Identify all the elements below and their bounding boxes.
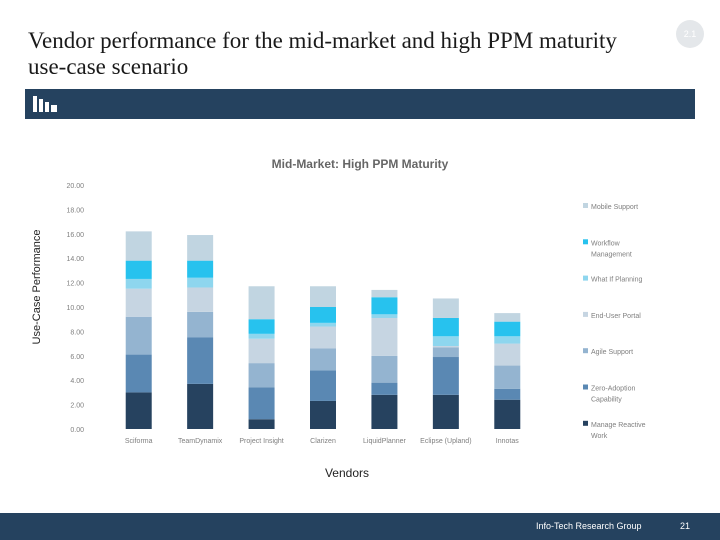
- bar-segment: [125, 260, 152, 279]
- x-tick-label: Clarizen: [310, 438, 336, 445]
- legend-swatch: [583, 239, 588, 245]
- bar-segment: [248, 286, 275, 320]
- chart-legend: Mobile Support Workflow Management What If …: [583, 203, 646, 440]
- y-tick-label: 6.00: [70, 354, 84, 361]
- bar-segment: [310, 370, 336, 401]
- bar-segment: [432, 347, 459, 358]
- bar-segment: [310, 326, 336, 349]
- bar-segment: [371, 297, 398, 315]
- bar-segment: [248, 333, 275, 339]
- footer-bar: Info-Tech Research Group 21: [0, 513, 720, 540]
- footer-organization: Info-Tech Research Group: [536, 521, 642, 531]
- y-tick-label: 8.00: [70, 329, 84, 336]
- page-number: 21: [680, 521, 691, 531]
- bar-segment: [371, 394, 398, 429]
- y-axis-label: Use-Case Performance: [31, 230, 43, 345]
- bars-group: [125, 231, 521, 429]
- bar-segment: [310, 307, 336, 323]
- y-tick-label: 12.00: [66, 281, 84, 288]
- bar-segment: [432, 336, 459, 347]
- y-tick-label: 0.00: [70, 427, 84, 434]
- bar-segment: [125, 278, 152, 289]
- bar-chart-logo-icon: [33, 96, 57, 112]
- bar-segment: [125, 354, 152, 393]
- bar-segment: [248, 419, 275, 429]
- y-tick-label: 16.00: [66, 232, 84, 239]
- y-tick-label: 10.00: [66, 305, 84, 312]
- bar-segment: [432, 394, 459, 429]
- bar-segment: [125, 231, 152, 261]
- bar-segment: [125, 392, 152, 429]
- bar-segment: [310, 400, 336, 429]
- x-tick-label: Eclipse (Upland): [420, 438, 471, 445]
- x-tick-label: Innotas: [496, 438, 519, 445]
- legend-swatch: [583, 420, 588, 426]
- bar-segment: [125, 316, 152, 355]
- bar-segment: [371, 317, 398, 356]
- bar-segment: [371, 314, 398, 318]
- bar-segment: [371, 355, 398, 383]
- legend-swatch: [583, 275, 588, 281]
- legend-label: Zero-Adoption Capability: [591, 386, 635, 404]
- bar-segment: [187, 337, 214, 384]
- bar-segment: [248, 363, 275, 388]
- y-tick-label: 20.00: [66, 183, 84, 190]
- bar-segment: [187, 287, 214, 312]
- bar-segment: [371, 382, 398, 395]
- bar-segment: [310, 322, 336, 327]
- bar-segment: [125, 288, 152, 317]
- bar-segment: [371, 289, 398, 298]
- legend-swatch: [583, 348, 588, 354]
- x-tick-label: Project Insight: [239, 438, 283, 445]
- bar-segment: [494, 365, 521, 389]
- bar-segment: [187, 311, 214, 338]
- stacked-bar-chart: Mid-Market: High PPM Maturity Use-Case P…: [31, 157, 646, 480]
- bar-segment: [310, 348, 336, 371]
- bar-segment: [494, 313, 521, 322]
- header-banner: [25, 89, 695, 119]
- legend-label: Manage Reactive Work: [591, 422, 646, 440]
- bar-segment: [187, 260, 214, 278]
- bar-segment: [494, 399, 521, 429]
- bar-segment: [248, 387, 275, 420]
- bar-segment: [432, 357, 459, 395]
- x-tick-label: Sciforma: [125, 438, 153, 445]
- legend-swatch: [583, 311, 588, 317]
- slide-title: Vendor performance for the mid-market an…: [28, 28, 617, 79]
- x-axis-label: Vendors: [325, 466, 369, 480]
- y-axis-ticks: 0.00 2.00 4.00 6.00 8.00 10.00 12.00 14.00 16.00…: [66, 183, 84, 434]
- legend-label: Mobile Support: [591, 204, 638, 211]
- x-tick-label: TeamDynamix: [178, 438, 223, 445]
- legend-label: Workflow Management: [591, 240, 632, 258]
- legend-label: Agile Support: [591, 349, 633, 356]
- chart-title: Mid-Market: High PPM Maturity: [272, 157, 449, 171]
- y-tick-label: 14.00: [66, 256, 84, 263]
- bar-segment: [248, 338, 275, 364]
- bar-segment: [310, 286, 336, 307]
- bar-segment: [432, 298, 459, 318]
- bar-segment: [187, 383, 214, 429]
- y-tick-label: 18.00: [66, 207, 84, 214]
- bar-segment: [494, 321, 521, 337]
- y-tick-label: 4.00: [70, 378, 84, 385]
- bar-segment: [494, 336, 521, 344]
- legend-label: What If Planning: [591, 277, 642, 284]
- x-axis-ticks: Sciforma TeamDynamix Project Insight Clariz…: [125, 438, 519, 445]
- legend-swatch: [583, 384, 588, 390]
- bar-segment: [248, 319, 275, 334]
- x-tick-label: LiquidPlanner: [363, 438, 406, 445]
- bar-segment: [432, 346, 459, 348]
- bar-segment: [494, 388, 521, 400]
- bar-segment: [187, 277, 214, 288]
- section-badge: 2.1: [676, 20, 704, 48]
- legend-swatch: [583, 203, 588, 208]
- bar-segment: [187, 235, 214, 261]
- bar-segment: [494, 343, 521, 366]
- y-tick-label: 2.00: [70, 403, 84, 410]
- legend-label: End-User Portal: [591, 313, 641, 320]
- bar-segment: [432, 317, 459, 337]
